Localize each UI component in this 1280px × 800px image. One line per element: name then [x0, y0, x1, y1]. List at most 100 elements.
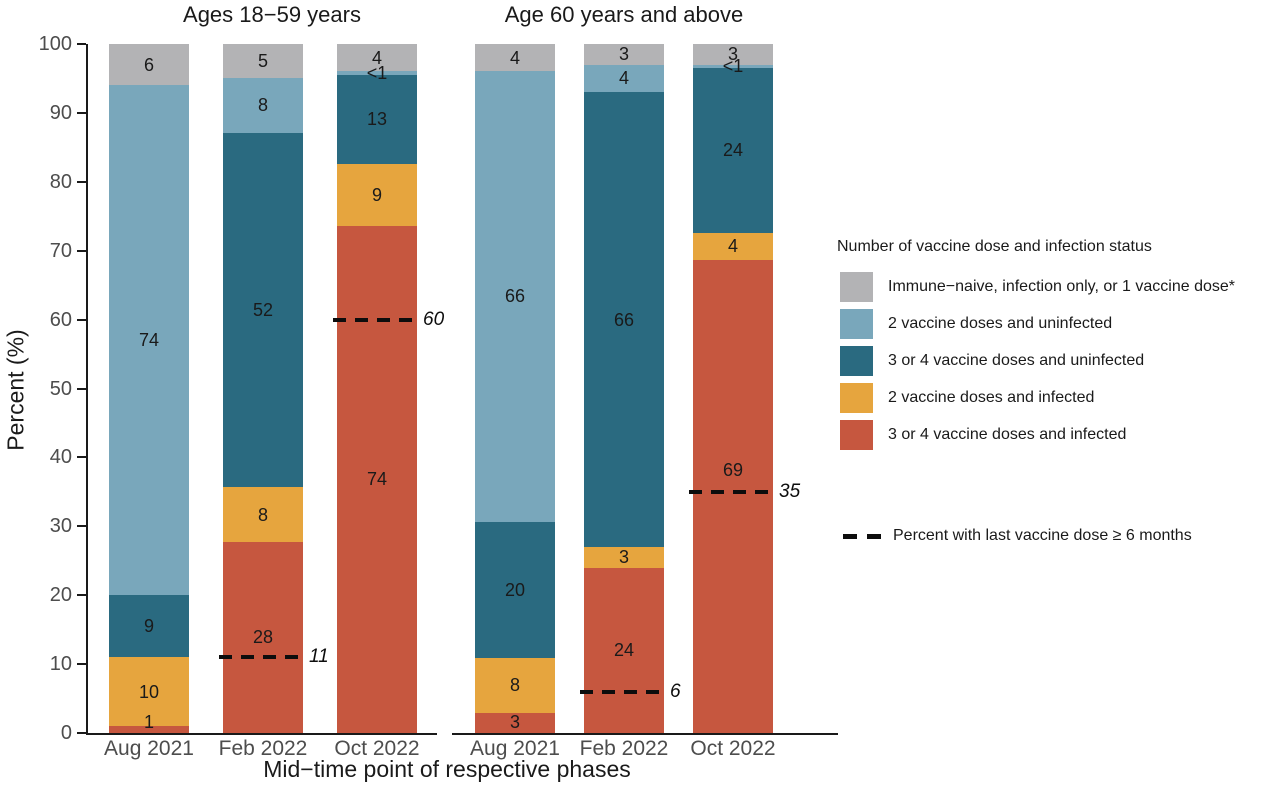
bar-segment-label: 20 — [504, 579, 526, 600]
y-tick-label: 90 — [49, 101, 72, 124]
bar-segment — [109, 85, 189, 596]
panel-title-left: Ages 18−59 years — [183, 2, 361, 27]
panel-title-right: Age 60 years and above — [504, 2, 744, 27]
y-tick-label: 20 — [49, 584, 72, 607]
bar-segment-label: 9 — [371, 184, 382, 205]
y-tick-mark — [77, 732, 86, 734]
legend-item-label: Immune−naive, infection only, or 1 vacci… — [888, 277, 1236, 295]
bar-segment — [475, 521, 555, 658]
panel-baseline — [87, 733, 437, 735]
bar-segment — [337, 225, 417, 733]
dashed-threshold-label: 11 — [309, 646, 329, 668]
y-tick-mark — [77, 111, 86, 114]
bar-segment — [693, 67, 773, 233]
legend-title: Number of vaccine dose and infection sta… — [837, 238, 1152, 255]
legend-item: 3 or 4 vaccine doses and infected — [840, 416, 1235, 453]
bar-segment — [223, 132, 303, 488]
bar-segment-label: 10 — [138, 681, 160, 702]
x-tick-label: Aug 2021 — [470, 737, 560, 760]
bar-segment — [337, 71, 417, 75]
bar-segment — [475, 657, 555, 713]
bar-segment-label: 8 — [257, 95, 268, 116]
bar-segment-label: <1 — [366, 63, 388, 84]
dashed-threshold-label: 6 — [670, 680, 681, 702]
bar-segment-label: 4 — [618, 68, 629, 89]
bar-segment — [475, 71, 555, 522]
dashed-threshold-label: 35 — [779, 480, 801, 502]
legend-item: 2 vaccine doses and uninfected — [840, 305, 1235, 342]
legend-item-label: 2 vaccine doses and uninfected — [888, 314, 1113, 332]
y-tick-mark — [77, 594, 86, 597]
bar-segment-label: 4 — [727, 236, 738, 257]
y-axis-line — [86, 44, 88, 735]
legend-item-label: 3 or 4 vaccine doses and infected — [888, 425, 1127, 443]
legend-item-label: 2 vaccine doses and infected — [888, 388, 1095, 406]
bar-segment-label: 24 — [722, 140, 744, 161]
legend-item: Immune−naive, infection only, or 1 vacci… — [840, 268, 1235, 305]
y-tick-mark — [77, 180, 86, 183]
y-tick-mark — [77, 318, 86, 321]
y-tick-label: 0 — [60, 722, 72, 744]
y-tick-label: 60 — [49, 308, 72, 331]
bar-segment — [475, 44, 555, 72]
dashed-threshold-line — [580, 689, 668, 694]
x-tick-label: Oct 2022 — [334, 737, 420, 760]
y-tick-label: 80 — [49, 170, 72, 193]
bar-segment-label: 52 — [252, 300, 274, 321]
bar-segment-label: 4 — [371, 47, 382, 68]
legend-swatch-three_four_doses_uninfected-icon — [840, 345, 873, 376]
bar-segment-label: <1 — [722, 56, 744, 77]
bar-segment-label: 3 — [618, 547, 629, 568]
bar-segment — [584, 44, 664, 65]
legend-item-label: 3 or 4 vaccine doses and uninfected — [888, 351, 1145, 369]
bar-segment-label: 9 — [143, 616, 154, 637]
dashed-line-key-icon — [843, 533, 881, 539]
bar-segment-label: 3 — [509, 712, 520, 732]
legend: Immune−naive, infection only, or 1 vacci… — [840, 268, 1235, 453]
x-tick-label: Oct 2022 — [690, 737, 776, 760]
bar-segment — [223, 541, 303, 733]
bar-segment — [223, 44, 303, 79]
y-tick-mark — [77, 43, 86, 45]
legend-swatch-naive-icon — [840, 271, 873, 302]
dashed-threshold-line — [689, 489, 777, 494]
bar-segment — [584, 64, 664, 93]
bar-segment-label: 6 — [143, 54, 154, 75]
y-tick-label: 70 — [49, 239, 72, 262]
bar-segment — [693, 232, 773, 260]
bar-segment — [693, 64, 773, 68]
bar-segment-label: 66 — [613, 309, 635, 330]
bar-segment-label: 8 — [257, 504, 268, 525]
y-tick-label: 100 — [38, 33, 72, 55]
legend-dashed-item-label: Percent with last vaccine dose ≥ 6 month… — [893, 527, 1192, 544]
y-tick-label: 10 — [49, 653, 72, 676]
dashed-threshold-line — [219, 655, 307, 660]
bar-segment-label: 24 — [613, 640, 635, 661]
bar-segment — [584, 567, 664, 733]
bar-segment — [109, 595, 189, 658]
bar-segment-label: 13 — [366, 109, 388, 130]
y-tick-label: 50 — [49, 377, 72, 400]
x-tick-label: Aug 2021 — [104, 737, 194, 760]
y-tick-label: 30 — [49, 515, 72, 538]
legend-item: 3 or 4 vaccine doses and uninfected — [840, 342, 1235, 379]
bar-segment-label: 8 — [509, 675, 520, 696]
y-tick-label: 40 — [49, 446, 72, 469]
bar-segment — [475, 712, 555, 733]
bar-segment — [223, 487, 303, 542]
bar-segment-label: 1 — [143, 712, 154, 732]
bar-segment-label: 4 — [509, 47, 520, 68]
bar-segment-label: 3 — [618, 44, 629, 65]
legend-dashed-item: Percent with last vaccine dose ≥ 6 month… — [843, 521, 1192, 551]
dashed-threshold-line — [333, 317, 421, 322]
x-tick-label: Feb 2022 — [579, 737, 669, 760]
x-axis-title: Mid−time point of respective phases — [263, 756, 631, 782]
bar-segment — [337, 44, 417, 72]
bar-segment-label: 3 — [727, 44, 738, 65]
bar-segment — [109, 44, 189, 86]
bar-segment — [584, 546, 664, 568]
y-tick-mark — [77, 663, 86, 666]
bar-segment — [693, 44, 773, 65]
panel-baseline — [452, 733, 838, 735]
